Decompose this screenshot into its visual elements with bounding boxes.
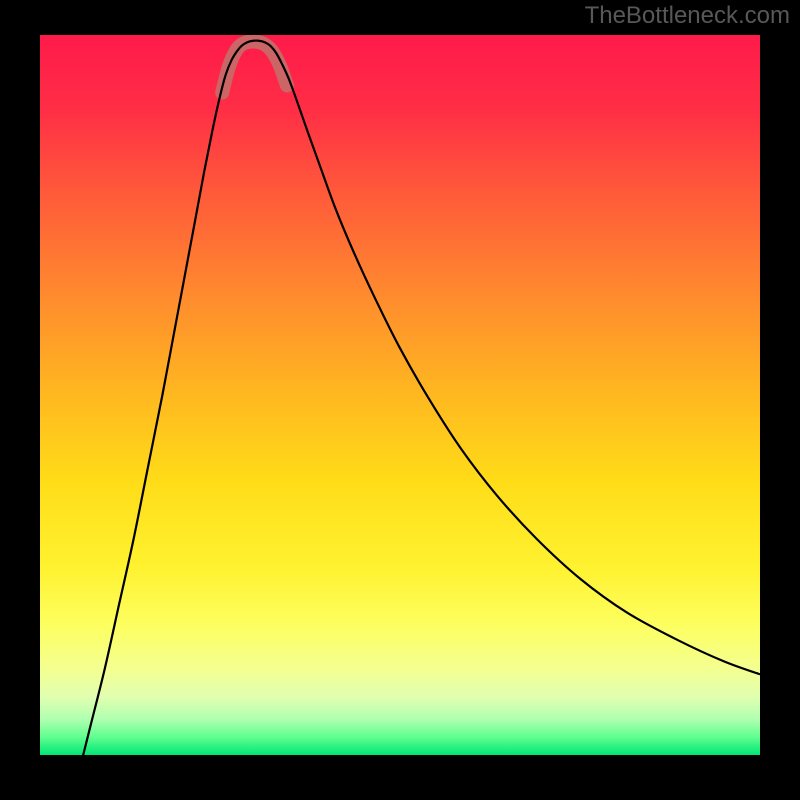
bottleneck-highlight-curve xyxy=(222,41,287,92)
watermark-text: TheBottleneck.com xyxy=(585,2,790,30)
chart-curves xyxy=(40,35,760,755)
plot-area xyxy=(40,35,760,755)
bottleneck-curve xyxy=(76,41,760,755)
